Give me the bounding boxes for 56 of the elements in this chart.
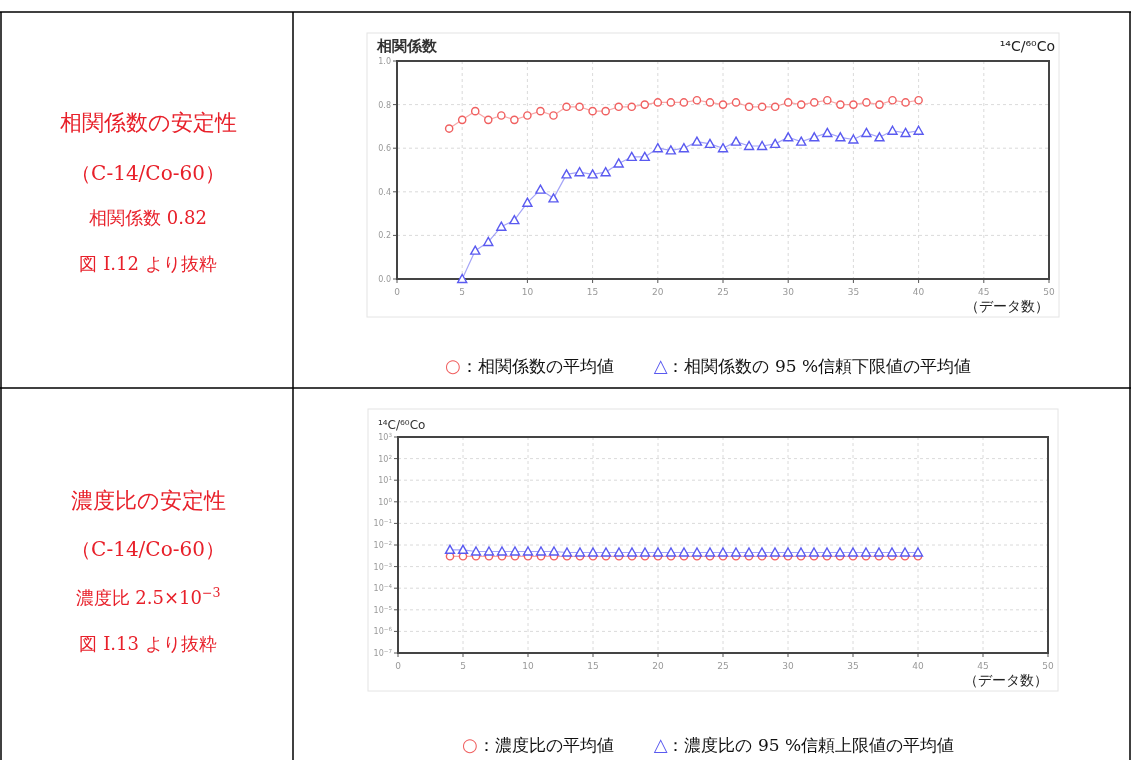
text: （C-14/Co-60） [71,537,225,561]
x-tick-label: 25 [717,287,729,297]
text: ○：相関係数の平均値 [444,355,614,376]
y-tick-label: 10$^{−1}$ [373,518,393,529]
x-axis-title: （データ数） [964,672,1048,688]
x-tick-label: 10 [521,287,534,297]
y-tick-label: 0.8 [378,100,391,110]
text: ¹⁴C/⁶⁰Co [999,38,1055,54]
x-tick-label: 45 [977,661,989,671]
y-tick-label: 10$^{0}$ [378,496,393,507]
y-tick-label: 10$^{−4}$ [373,583,393,594]
y-tick-label: 0.2 [378,231,391,241]
x-tick-label: 0 [394,287,401,297]
x-tick-label: 40 [912,661,924,671]
x-tick-label: 35 [847,287,860,297]
x-tick-label: 30 [782,661,794,671]
x-tick-label: 20 [652,661,664,671]
y-tick-label: 0.0 [378,275,391,284]
x-tick-label: 20 [652,287,664,297]
y-tick-label: 10$^{1}$ [378,475,393,486]
x-tick-label: 15 [587,661,599,671]
x-tick-label: 30 [782,287,795,297]
text: 濃度比 2.5×10$^{−3}$ [75,584,221,608]
y-tick-label: 1.0 [378,57,391,66]
y-tick-label: 0.6 [378,144,391,154]
y-tick-label: 10$^{−2}$ [373,540,392,550]
x-tick-label: 40 [912,287,925,297]
x-tick-label: 5 [460,661,466,671]
text: 相関係数の安定性 [59,110,237,135]
y-tick-label: 10$^{−7}$ [373,648,393,658]
text: ¹⁴C/⁶⁰Co [378,418,426,432]
x-axis-title: （データ数） [965,298,1049,314]
text: ○：濃度比の平均値 [461,734,614,755]
x-tick-label: 15 [586,287,599,297]
text: 図 I.12 より抜粋 [79,253,217,274]
text: △：濃度比の 95 %信頼上限値の平均値 [653,734,955,755]
y-tick-label: 10$^{−5}$ [373,604,393,615]
x-tick-label: 35 [847,661,859,671]
x-tick-label: 25 [717,661,729,671]
x-tick-label: 50 [1042,661,1054,671]
x-tick-label: 10 [522,661,534,671]
x-tick-label: 50 [1043,287,1055,297]
x-tick-label: 0 [395,661,402,671]
text: 相関係数 0.82 [89,207,207,228]
text: （C-14/Co-60） [71,161,225,185]
x-tick-label: 45 [978,287,990,297]
text: 濃度比の安定性 [70,488,226,513]
y-tick-label: 0.4 [378,187,391,197]
y-tick-label: 10$^{3}$ [378,432,393,442]
y-tick-label: 10$^{−3}$ [373,561,393,572]
x-tick-label: 5 [459,287,466,297]
y-axis-title: 相関係数 [376,37,438,55]
text: 図 I.13 より抜粋 [79,633,217,654]
y-tick-label: 10$^{2}$ [378,453,392,464]
y-tick-label: 10$^{−6}$ [373,626,393,637]
text: △：相関係数の 95 %信頼下限値の平均値 [653,355,972,376]
